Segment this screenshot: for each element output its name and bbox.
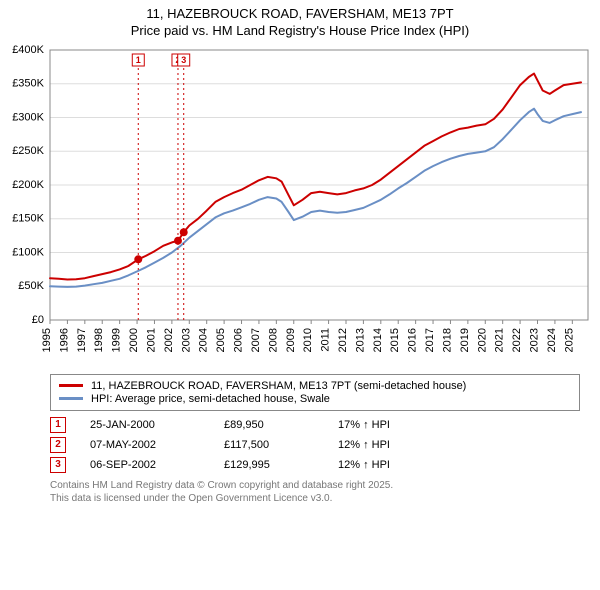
- svg-text:£350K: £350K: [12, 77, 44, 89]
- svg-text:2014: 2014: [372, 328, 384, 352]
- sale-row: 1 25-JAN-2000 £89,950 17% ↑ HPI: [50, 417, 580, 433]
- svg-text:2025: 2025: [563, 328, 575, 352]
- legend-item: HPI: Average price, semi-detached house,…: [59, 393, 571, 405]
- svg-text:2000: 2000: [128, 328, 140, 352]
- svg-text:2004: 2004: [198, 328, 210, 352]
- svg-text:2021: 2021: [494, 328, 506, 352]
- svg-text:2005: 2005: [215, 328, 227, 352]
- svg-text:2016: 2016: [407, 328, 419, 352]
- svg-text:1: 1: [136, 55, 141, 65]
- svg-text:2024: 2024: [546, 328, 558, 352]
- svg-text:2006: 2006: [233, 328, 245, 352]
- svg-text:1998: 1998: [93, 328, 105, 352]
- svg-text:£250K: £250K: [12, 145, 44, 157]
- sale-price: £117,500: [224, 439, 314, 451]
- sale-marker: 1: [50, 417, 66, 433]
- sale-date: 25-JAN-2000: [90, 419, 200, 431]
- svg-text:3: 3: [181, 55, 186, 65]
- title-line-2: Price paid vs. HM Land Registry's House …: [0, 23, 600, 40]
- svg-text:1995: 1995: [41, 328, 53, 352]
- svg-text:2022: 2022: [511, 328, 523, 352]
- legend-swatch: [59, 384, 83, 387]
- sale-relative: 17% ↑ HPI: [338, 419, 390, 431]
- svg-text:2010: 2010: [302, 328, 314, 352]
- svg-text:2002: 2002: [163, 328, 175, 352]
- footnote: Contains HM Land Registry data © Crown c…: [50, 479, 580, 505]
- svg-text:2013: 2013: [354, 328, 366, 352]
- svg-text:2015: 2015: [389, 328, 401, 352]
- svg-text:1996: 1996: [58, 328, 70, 352]
- sale-row: 3 06-SEP-2002 £129,995 12% ↑ HPI: [50, 457, 580, 473]
- svg-text:£150K: £150K: [12, 212, 44, 224]
- svg-text:£100K: £100K: [12, 246, 44, 258]
- sale-price: £89,950: [224, 419, 314, 431]
- svg-text:2003: 2003: [180, 328, 192, 352]
- svg-text:1999: 1999: [111, 328, 123, 352]
- svg-text:2020: 2020: [476, 328, 488, 352]
- sale-row: 2 07-MAY-2002 £117,500 12% ↑ HPI: [50, 437, 580, 453]
- footnote-line-1: Contains HM Land Registry data © Crown c…: [50, 479, 580, 492]
- title-line-1: 11, HAZEBROUCK ROAD, FAVERSHAM, ME13 7PT: [0, 6, 600, 23]
- svg-text:2011: 2011: [320, 328, 332, 352]
- svg-text:2007: 2007: [250, 328, 262, 352]
- svg-text:1997: 1997: [76, 328, 88, 352]
- svg-text:£50K: £50K: [18, 280, 44, 292]
- legend-item: 11, HAZEBROUCK ROAD, FAVERSHAM, ME13 7PT…: [59, 380, 571, 392]
- svg-text:£400K: £400K: [12, 44, 44, 56]
- sale-date: 07-MAY-2002: [90, 439, 200, 451]
- svg-text:2017: 2017: [424, 328, 436, 352]
- svg-text:2008: 2008: [267, 328, 279, 352]
- sales-table: 1 25-JAN-2000 £89,950 17% ↑ HPI 2 07-MAY-2002…: [50, 417, 580, 473]
- legend-swatch: [59, 397, 83, 400]
- legend-label: 11, HAZEBROUCK ROAD, FAVERSHAM, ME13 7PT…: [91, 380, 466, 392]
- sale-price: £129,995: [224, 459, 314, 471]
- sale-marker: 3: [50, 457, 66, 473]
- svg-text:£300K: £300K: [12, 111, 44, 123]
- line-chart-svg: £0 £50K £100K £150K £200K £250K £300K £350K £400…: [0, 40, 600, 370]
- chart-title: 11, HAZEBROUCK ROAD, FAVERSHAM, ME13 7PT…: [0, 0, 600, 40]
- legend: 11, HAZEBROUCK ROAD, FAVERSHAM, ME13 7PT…: [50, 374, 580, 411]
- footnote-line-2: This data is licensed under the Open Gov…: [50, 492, 580, 505]
- sale-relative: 12% ↑ HPI: [338, 439, 390, 451]
- svg-text:2023: 2023: [529, 328, 541, 352]
- sale-relative: 12% ↑ HPI: [338, 459, 390, 471]
- svg-text:2012: 2012: [337, 328, 349, 352]
- chart-area: £0 £50K £100K £150K £200K £250K £300K £350K £400…: [0, 40, 600, 370]
- svg-text:2019: 2019: [459, 328, 471, 352]
- svg-text:2001: 2001: [145, 328, 157, 352]
- svg-text:£200K: £200K: [12, 179, 44, 191]
- svg-text:2018: 2018: [441, 328, 453, 352]
- svg-text:£0: £0: [32, 314, 44, 326]
- sale-date: 06-SEP-2002: [90, 459, 200, 471]
- svg-text:2009: 2009: [285, 328, 297, 352]
- legend-label: HPI: Average price, semi-detached house,…: [91, 393, 330, 405]
- sale-marker: 2: [50, 437, 66, 453]
